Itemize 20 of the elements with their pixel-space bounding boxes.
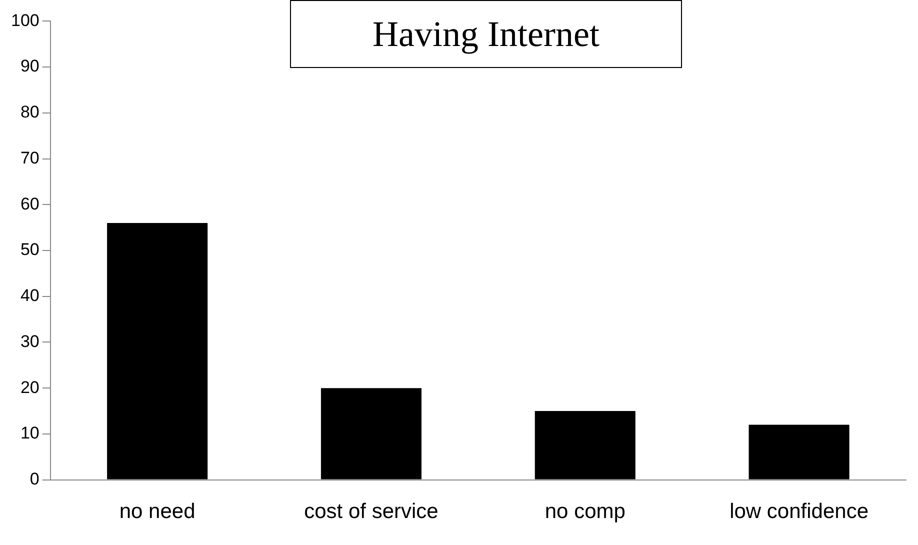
x-tick-label: no need xyxy=(119,500,196,524)
y-tick-label: 10 xyxy=(20,424,40,443)
y-tick-label: 90 xyxy=(20,56,40,76)
y-tick-label: 40 xyxy=(20,286,40,306)
y-tick-label: 50 xyxy=(20,240,40,260)
bar xyxy=(107,222,208,480)
y-tick-label: 30 xyxy=(20,332,40,351)
y-tick-label: 60 xyxy=(20,194,40,214)
y-tick-label: 80 xyxy=(20,102,40,122)
chart-title: Having Internet xyxy=(372,13,600,55)
bar xyxy=(320,388,422,480)
y-tick-label: 20 xyxy=(20,378,40,397)
x-tick-label: no comp xyxy=(544,500,626,524)
bar xyxy=(534,411,636,480)
y-tick-label: 0 xyxy=(30,469,40,488)
x-tick-label: cost of service xyxy=(304,500,438,524)
y-tick-label: 100 xyxy=(10,10,40,30)
x-tick-label: low confidence xyxy=(730,500,869,524)
y-tick-label: 70 xyxy=(20,148,40,168)
bar xyxy=(748,424,850,480)
